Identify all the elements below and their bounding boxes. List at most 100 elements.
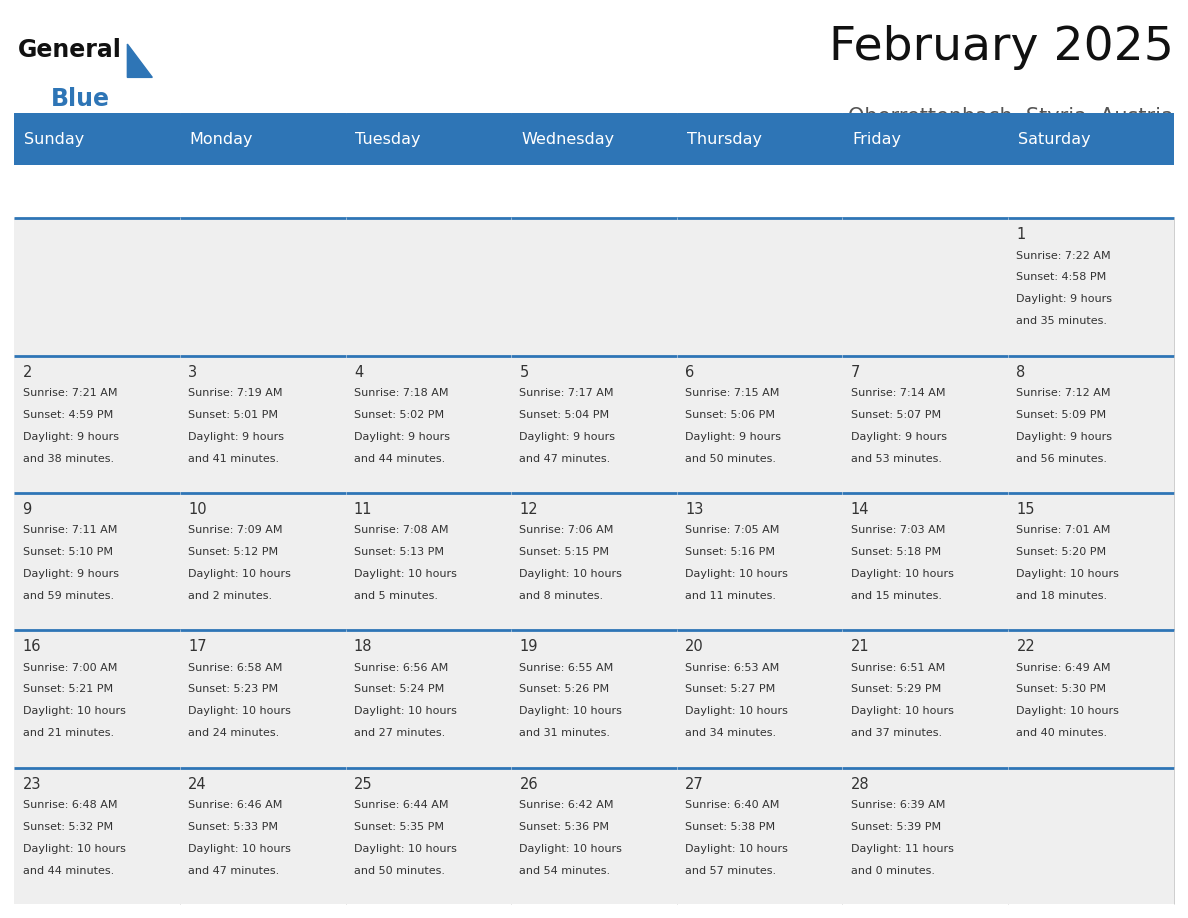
Text: Sunset: 5:39 PM: Sunset: 5:39 PM — [851, 822, 941, 832]
Text: Sunset: 5:33 PM: Sunset: 5:33 PM — [188, 822, 278, 832]
Text: Saturday: Saturday — [1018, 131, 1091, 147]
Text: 17: 17 — [188, 639, 207, 655]
Text: Daylight: 10 hours: Daylight: 10 hours — [519, 844, 623, 854]
Text: Sunset: 4:59 PM: Sunset: 4:59 PM — [23, 409, 113, 420]
Text: Sunrise: 6:55 AM: Sunrise: 6:55 AM — [519, 663, 614, 673]
Text: Sunset: 5:06 PM: Sunset: 5:06 PM — [685, 409, 775, 420]
Text: 20: 20 — [685, 639, 703, 655]
Text: Sunset: 5:07 PM: Sunset: 5:07 PM — [851, 409, 941, 420]
Text: Sunrise: 7:00 AM: Sunrise: 7:00 AM — [23, 663, 116, 673]
Text: and 50 minutes.: and 50 minutes. — [354, 866, 444, 876]
Text: Daylight: 10 hours: Daylight: 10 hours — [851, 569, 954, 579]
Text: Sunrise: 6:42 AM: Sunrise: 6:42 AM — [519, 800, 614, 810]
Text: and 41 minutes.: and 41 minutes. — [188, 453, 279, 464]
Text: Daylight: 10 hours: Daylight: 10 hours — [188, 569, 291, 579]
Text: and 50 minutes.: and 50 minutes. — [685, 453, 776, 464]
Text: Sunset: 5:18 PM: Sunset: 5:18 PM — [851, 547, 941, 557]
Text: and 37 minutes.: and 37 minutes. — [851, 729, 942, 738]
Text: 28: 28 — [851, 777, 870, 791]
Text: Daylight: 9 hours: Daylight: 9 hours — [23, 431, 119, 442]
Text: Daylight: 10 hours: Daylight: 10 hours — [1017, 707, 1119, 716]
Text: and 24 minutes.: and 24 minutes. — [188, 729, 279, 738]
Text: and 57 minutes.: and 57 minutes. — [685, 866, 776, 876]
Text: and 11 minutes.: and 11 minutes. — [685, 591, 776, 601]
Text: and 38 minutes.: and 38 minutes. — [23, 453, 114, 464]
Text: Sunset: 5:26 PM: Sunset: 5:26 PM — [519, 685, 609, 695]
Text: and 56 minutes.: and 56 minutes. — [1017, 453, 1107, 464]
Text: Sunrise: 7:22 AM: Sunrise: 7:22 AM — [1017, 251, 1111, 261]
Text: Sunset: 5:23 PM: Sunset: 5:23 PM — [188, 685, 278, 695]
Text: 9: 9 — [23, 502, 32, 517]
Text: Sunrise: 6:49 AM: Sunrise: 6:49 AM — [1017, 663, 1111, 673]
Text: Sunrise: 7:17 AM: Sunrise: 7:17 AM — [519, 388, 614, 397]
Text: Sunrise: 7:19 AM: Sunrise: 7:19 AM — [188, 388, 283, 397]
Text: Sunset: 5:01 PM: Sunset: 5:01 PM — [188, 409, 278, 420]
Text: 15: 15 — [1017, 502, 1035, 517]
Text: 4: 4 — [354, 364, 364, 379]
Text: and 47 minutes.: and 47 minutes. — [519, 453, 611, 464]
Text: Sunrise: 7:01 AM: Sunrise: 7:01 AM — [1017, 525, 1111, 535]
Text: and 40 minutes.: and 40 minutes. — [1017, 729, 1107, 738]
Text: Sunset: 5:20 PM: Sunset: 5:20 PM — [1017, 547, 1106, 557]
Text: 5: 5 — [519, 364, 529, 379]
Text: Sunset: 5:27 PM: Sunset: 5:27 PM — [685, 685, 776, 695]
Text: 7: 7 — [851, 364, 860, 379]
Text: Daylight: 10 hours: Daylight: 10 hours — [519, 569, 623, 579]
Text: Sunset: 5:09 PM: Sunset: 5:09 PM — [1017, 409, 1106, 420]
Text: Daylight: 9 hours: Daylight: 9 hours — [354, 431, 450, 442]
Text: Daylight: 10 hours: Daylight: 10 hours — [685, 707, 788, 716]
Text: Sunset: 5:12 PM: Sunset: 5:12 PM — [188, 547, 278, 557]
Text: 26: 26 — [519, 777, 538, 791]
Text: and 21 minutes.: and 21 minutes. — [23, 729, 114, 738]
Text: and 8 minutes.: and 8 minutes. — [519, 591, 604, 601]
Text: Wednesday: Wednesday — [522, 131, 614, 147]
Text: Sunset: 4:58 PM: Sunset: 4:58 PM — [1017, 273, 1107, 283]
Text: 13: 13 — [685, 502, 703, 517]
Text: and 59 minutes.: and 59 minutes. — [23, 591, 114, 601]
Text: Sunset: 5:13 PM: Sunset: 5:13 PM — [354, 547, 444, 557]
Text: Sunrise: 6:44 AM: Sunrise: 6:44 AM — [354, 800, 448, 810]
Text: Sunrise: 6:58 AM: Sunrise: 6:58 AM — [188, 663, 283, 673]
Text: 24: 24 — [188, 777, 207, 791]
Text: Sunset: 5:35 PM: Sunset: 5:35 PM — [354, 822, 444, 832]
Text: Daylight: 11 hours: Daylight: 11 hours — [851, 844, 954, 854]
Text: and 5 minutes.: and 5 minutes. — [354, 591, 438, 601]
Text: 23: 23 — [23, 777, 42, 791]
Text: and 53 minutes.: and 53 minutes. — [851, 453, 942, 464]
Text: Daylight: 10 hours: Daylight: 10 hours — [685, 569, 788, 579]
Text: Daylight: 10 hours: Daylight: 10 hours — [354, 569, 456, 579]
Text: Thursday: Thursday — [687, 131, 762, 147]
Text: Sunset: 5:15 PM: Sunset: 5:15 PM — [519, 547, 609, 557]
Text: and 44 minutes.: and 44 minutes. — [23, 866, 114, 876]
Text: Daylight: 10 hours: Daylight: 10 hours — [354, 707, 456, 716]
Text: Sunrise: 7:11 AM: Sunrise: 7:11 AM — [23, 525, 116, 535]
Text: Sunset: 5:21 PM: Sunset: 5:21 PM — [23, 685, 113, 695]
Text: and 34 minutes.: and 34 minutes. — [685, 729, 776, 738]
Text: and 35 minutes.: and 35 minutes. — [1017, 317, 1107, 327]
Text: Sunrise: 7:03 AM: Sunrise: 7:03 AM — [851, 525, 946, 535]
Text: Daylight: 9 hours: Daylight: 9 hours — [519, 431, 615, 442]
Polygon shape — [127, 44, 152, 77]
Text: Sunrise: 6:40 AM: Sunrise: 6:40 AM — [685, 800, 779, 810]
Text: Daylight: 9 hours: Daylight: 9 hours — [1017, 431, 1112, 442]
Text: Daylight: 10 hours: Daylight: 10 hours — [354, 844, 456, 854]
Text: 6: 6 — [685, 364, 694, 379]
Text: Sunrise: 7:18 AM: Sunrise: 7:18 AM — [354, 388, 448, 397]
Text: and 2 minutes.: and 2 minutes. — [188, 591, 272, 601]
Text: Sunset: 5:29 PM: Sunset: 5:29 PM — [851, 685, 941, 695]
Text: Sunset: 5:36 PM: Sunset: 5:36 PM — [519, 822, 609, 832]
Text: Daylight: 10 hours: Daylight: 10 hours — [685, 844, 788, 854]
Text: Sunrise: 7:09 AM: Sunrise: 7:09 AM — [188, 525, 283, 535]
Text: Sunrise: 6:48 AM: Sunrise: 6:48 AM — [23, 800, 118, 810]
Text: 3: 3 — [188, 364, 197, 379]
Text: Daylight: 10 hours: Daylight: 10 hours — [188, 844, 291, 854]
Text: and 15 minutes.: and 15 minutes. — [851, 591, 942, 601]
Text: Daylight: 10 hours: Daylight: 10 hours — [851, 707, 954, 716]
Text: Sunrise: 6:53 AM: Sunrise: 6:53 AM — [685, 663, 779, 673]
Text: 1: 1 — [1017, 227, 1025, 242]
Text: Sunrise: 7:15 AM: Sunrise: 7:15 AM — [685, 388, 779, 397]
Text: Tuesday: Tuesday — [355, 131, 421, 147]
Text: Daylight: 9 hours: Daylight: 9 hours — [685, 431, 781, 442]
Text: and 0 minutes.: and 0 minutes. — [851, 866, 935, 876]
Text: Sunrise: 7:08 AM: Sunrise: 7:08 AM — [354, 525, 448, 535]
